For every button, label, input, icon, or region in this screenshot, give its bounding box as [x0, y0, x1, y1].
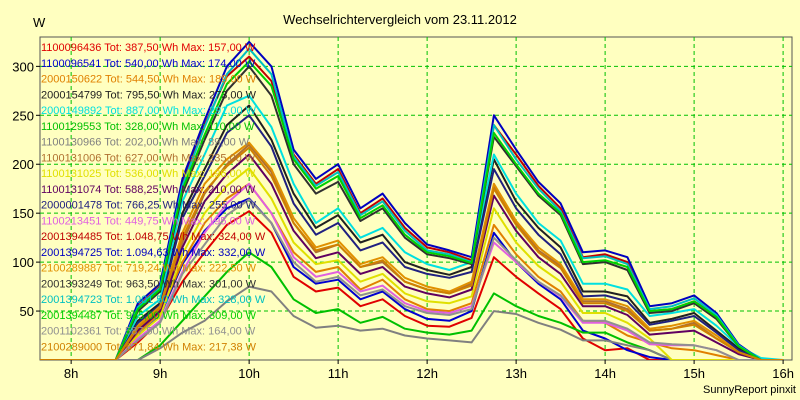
- legend-entry: 1100096541 Tot: 540,00 Wh Max: 174,00 W: [41, 58, 256, 70]
- x-tick-label: 16h: [772, 366, 794, 381]
- legend: 1100096436 Tot: 387,50 Wh Max: 157,00 W 1…: [41, 42, 266, 353]
- series-line-15: [40, 141, 784, 360]
- legend-entry: 2001394485 Tot: 1.048,75 Wh Max: 324,00 …: [41, 231, 266, 243]
- series-line-10: [40, 153, 784, 360]
- footer-credit: SunnyReport pinxit: [703, 384, 796, 396]
- x-tick-label: 11h: [328, 366, 349, 381]
- series-line-14: [40, 40, 784, 360]
- x-tick-label: 14h: [594, 366, 616, 381]
- x-tick-label: 8h: [64, 366, 78, 381]
- legend-entry: 2000150622 Tot: 544,50 Wh Max: 189,00 W: [41, 74, 257, 86]
- legend-entry: 1100131025 Tot: 536,00 Wh Max: 196,00 W: [41, 168, 256, 180]
- series-layer: [40, 40, 784, 360]
- x-tick-label: 10h: [238, 366, 260, 381]
- series-line-2: [40, 197, 784, 360]
- legend-entry: 1100213451 Tot: 449,75 Wh Max: 195,00 W: [41, 215, 256, 227]
- legend-entry: 2001102361 Tot: 587,50 Wh Max: 164,00 W: [41, 326, 256, 338]
- y-tick-label: 200: [12, 157, 34, 172]
- legend-entry: 2000149892 Tot: 887,00 Wh Max: 291,00 W: [41, 105, 257, 117]
- y-tick-label: 150: [12, 206, 34, 221]
- legend-entry: 2000154799 Tot: 795,50 Wh Max: 273,00 W: [41, 89, 257, 101]
- x-tick-label: 13h: [505, 366, 527, 381]
- legend-entry: 1100130966 Tot: 202,00 Wh Max: 89,00 W: [41, 137, 250, 149]
- legend-entry: 1100096436 Tot: 387,50 Wh Max: 157,00 W: [41, 42, 256, 54]
- series-line-18: [40, 60, 784, 360]
- legend-entry: 2001394487 Tot: 985,00 Wh Max: 309,00 W: [41, 310, 257, 322]
- legend-entry: 2001394725 Tot: 1.094,63 Wh Max: 332,00 …: [41, 247, 266, 259]
- y-axis-label: W: [33, 15, 46, 30]
- series-line-7: [40, 285, 784, 360]
- series-line-5: [40, 94, 784, 360]
- legend-entry: 2001394723 Tot: 1.001,50 Wh Max: 328,00 …: [41, 294, 266, 306]
- y-tick-label: 250: [12, 108, 34, 123]
- y-tick-label: 100: [12, 255, 34, 270]
- x-tick-label: 15h: [683, 366, 705, 381]
- axes: 8h 9h 10h 11h 12h 13h 14h 15h 16h 50 100 150 200 250 3…: [12, 59, 794, 381]
- series-line-20: [40, 146, 784, 360]
- y-tick-label: 300: [12, 59, 34, 74]
- legend-entry: 1100129553 Tot: 328,00 Wh Max: 110,00 W: [41, 121, 255, 133]
- legend-entry: 2001393249 Tot: 963,50 Wh Max: 301,00 W: [41, 278, 257, 290]
- x-tick-label: 12h: [416, 366, 438, 381]
- x-tick-label: 9h: [153, 366, 167, 381]
- legend-entry: 1100131074 Tot: 588,25 Wh Max: 210,00 W: [41, 184, 256, 196]
- legend-entry: 1100131006 Tot: 627,00 Wh Max: 235,00 W: [41, 152, 256, 164]
- series-line-9: [40, 167, 784, 360]
- series-line-19: [40, 198, 784, 360]
- legend-entry: 2100289000 Tot: 671,84 Wh Max: 217,38 W: [41, 341, 257, 353]
- series-line-11: [40, 114, 784, 360]
- series-line-1: [40, 210, 784, 360]
- legend-entry: 2000001478 Tot: 766,25 Wh Max: 255,00 W: [41, 200, 257, 212]
- y-tick-label: 50: [20, 304, 34, 319]
- legend-entry: 2100289887 Tot: 719,24 Wh Max: 222,50 W: [41, 263, 257, 275]
- chart-title: Wechselrichtervergleich vom 23.11.2012: [283, 12, 517, 27]
